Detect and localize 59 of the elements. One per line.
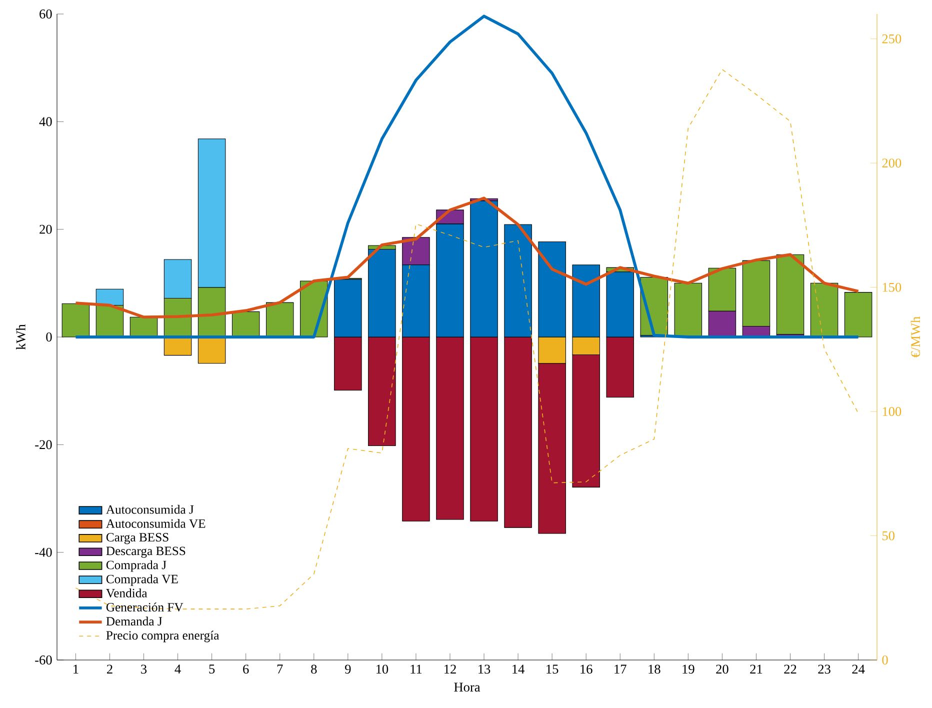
- legend-label: Autoconsumida VE: [106, 518, 206, 528]
- legend-label: Carga BESS: [106, 533, 168, 544]
- y2-tick-label: 250: [882, 34, 902, 44]
- y-tick-label: 40: [39, 117, 52, 126]
- bar: [844, 292, 872, 338]
- bar: [674, 282, 702, 338]
- line-series: [74, 196, 860, 319]
- bar: [266, 302, 294, 338]
- x-tick-label: 1: [74, 664, 78, 674]
- legend-label: Descarga BESS: [106, 546, 186, 558]
- x-tick-label: 15: [546, 664, 558, 674]
- legend-label: Vendida: [106, 588, 148, 598]
- x-tick-label: 7: [277, 664, 283, 674]
- x-tick-label: 22: [784, 664, 796, 674]
- x-tick-label: 14: [512, 664, 524, 674]
- x-tick-label: 9: [345, 664, 351, 674]
- legend-label: Comprada VE: [106, 574, 178, 586]
- x-tick-label: 18: [648, 664, 660, 674]
- y-tick-label: 20: [40, 224, 52, 234]
- x-tick-label: 8: [311, 664, 317, 674]
- bar: [164, 336, 192, 356]
- y2-tick-label: 50: [882, 531, 894, 540]
- x-tick-label: 21: [750, 664, 762, 674]
- bar: [232, 311, 260, 338]
- x-tick-label: 2: [107, 664, 112, 674]
- x-tick-label: 19: [682, 664, 694, 674]
- y-tick-label: -60: [35, 656, 52, 664]
- legend-label: Comprada J: [106, 560, 166, 572]
- y2-tick-label: 100: [882, 407, 902, 416]
- x-tick-label: 16: [580, 664, 592, 674]
- y2-tick-label: 200: [882, 158, 902, 168]
- y2-axis-title: €/MWh: [910, 316, 920, 358]
- x-tick-label: 20: [716, 664, 728, 674]
- y2-tick-label: 0: [882, 656, 888, 664]
- x-tick-label: 11: [410, 664, 422, 674]
- x-tick-label: 23: [818, 664, 830, 674]
- x-tick-label: 5: [209, 664, 215, 674]
- legend-label: Autoconsumida J: [106, 504, 194, 514]
- bar: [810, 282, 838, 338]
- x-tick-label: 12: [444, 664, 456, 674]
- y-tick-label: 0: [46, 332, 52, 342]
- y-axis-title: kWh: [16, 324, 26, 350]
- legend-label: Generación FV: [106, 602, 184, 612]
- x-axis-title: Hora: [454, 682, 480, 692]
- x-tick-label: 13: [478, 664, 490, 674]
- legend-label: Precio compra energía: [106, 630, 220, 642]
- x-tick-label: 24: [852, 664, 865, 674]
- y2-tick-label: 150: [882, 282, 902, 292]
- x-tick-label: 4: [174, 664, 181, 674]
- x-tick-label: 3: [141, 664, 147, 674]
- bar: [198, 336, 226, 364]
- y-tick-label: -40: [35, 548, 52, 557]
- legend-label: Demanda J: [106, 616, 162, 626]
- x-tick-label: 10: [376, 664, 388, 674]
- x-tick-label: 6: [243, 664, 249, 674]
- y-tick-label: 60: [40, 10, 52, 18]
- y-tick-label: -20: [35, 440, 52, 450]
- bar: [776, 254, 804, 335]
- x-tick-label: 17: [614, 664, 626, 674]
